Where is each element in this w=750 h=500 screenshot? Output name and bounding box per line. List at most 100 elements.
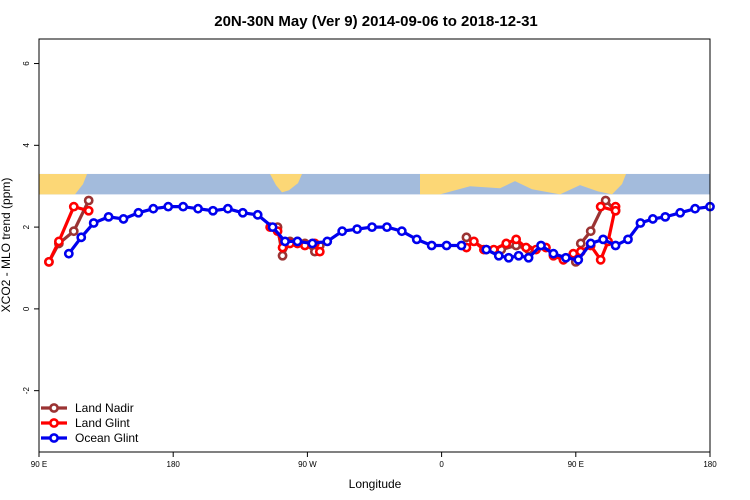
- data-point: [307, 238, 318, 249]
- x-axis-label: Longitude: [349, 477, 402, 491]
- data-point: [573, 254, 584, 265]
- data-point: [647, 214, 658, 224]
- data-point: [208, 205, 218, 216]
- legend-swatch-marker: [49, 403, 59, 413]
- legend-label: Ocean Glint: [75, 431, 139, 445]
- data-point: [133, 207, 144, 218]
- data-point: [396, 226, 407, 237]
- data-point: [595, 254, 606, 265]
- data-point: [501, 238, 512, 249]
- data-point: [511, 234, 522, 245]
- data-point: [83, 195, 94, 206]
- x-tick-label: 180: [703, 460, 717, 469]
- plot-frame: [38, 38, 711, 453]
- data-point: [314, 246, 325, 257]
- legend-item: Land Glint: [41, 416, 130, 430]
- data-point: [76, 232, 87, 243]
- data-point: [237, 207, 248, 218]
- series-line: [47, 205, 90, 263]
- y-tick-label: -2: [22, 387, 31, 395]
- x-axis: 90 E 180 90 W 0 90 E 180: [31, 452, 717, 469]
- data-point: [523, 252, 534, 263]
- x-tick-label: 90 W: [298, 460, 317, 469]
- legend-label: Land Glint: [75, 416, 130, 430]
- data-point: [521, 242, 531, 253]
- data-point: [600, 195, 611, 206]
- data-point: [575, 238, 586, 249]
- data-point: [598, 234, 609, 245]
- legend-swatch-marker: [49, 433, 59, 443]
- data-point: [585, 226, 596, 237]
- data-point: [337, 226, 348, 237]
- x-tick-label: 90 E: [31, 460, 47, 469]
- data-point: [382, 222, 392, 232]
- legend-swatch-marker: [49, 418, 59, 428]
- data-point: [118, 214, 129, 224]
- world-map-band: [39, 173, 710, 195]
- data-point: [222, 203, 233, 214]
- data-point: [252, 209, 263, 220]
- y-tick-label: 6: [22, 61, 31, 66]
- data-point: [595, 201, 606, 212]
- data-point: [352, 224, 363, 235]
- data-point: [103, 211, 114, 222]
- data-point: [610, 205, 621, 216]
- data-point: [277, 250, 288, 261]
- data-point: [481, 244, 492, 255]
- y-tick-label: 4: [22, 143, 31, 148]
- data-point: [292, 236, 303, 247]
- data-point: [469, 236, 479, 247]
- data-point: [536, 240, 546, 251]
- data-point: [660, 211, 671, 222]
- legend-label: Land Nadir: [75, 401, 134, 415]
- y-axis-label: XCO2 - MLO trend (ppm): [0, 178, 13, 313]
- data-point: [548, 248, 559, 259]
- data-point: [560, 252, 571, 263]
- data-point: [148, 203, 159, 214]
- y-axis: -2 0 2 4 6: [22, 61, 39, 394]
- x-tick-label: 0: [439, 460, 444, 469]
- data-point: [88, 218, 99, 228]
- x-tick-label: 90 E: [568, 460, 584, 469]
- data-point: [280, 236, 290, 247]
- data-point: [193, 203, 203, 214]
- data-point: [63, 248, 74, 259]
- data-point: [44, 256, 54, 267]
- data-point: [610, 240, 621, 251]
- data-point: [68, 201, 79, 212]
- data-point: [513, 250, 524, 261]
- data-point: [503, 252, 514, 263]
- data-point: [623, 234, 633, 245]
- series-line: [67, 205, 462, 255]
- data-point: [426, 240, 437, 251]
- data-point: [493, 250, 504, 261]
- data-point: [690, 203, 700, 214]
- x-tick-label: 180: [167, 460, 181, 469]
- chart-title: 20N-30N May (Ver 9) 2014-09-06 to 2018-1…: [214, 13, 538, 30]
- series-ocean-glint: [63, 201, 715, 265]
- map-land-africa-asia: [420, 173, 626, 195]
- data-point: [675, 207, 686, 218]
- series-layer: [44, 195, 715, 267]
- map-land-north-america: [270, 173, 302, 193]
- data-point: [456, 240, 467, 251]
- data-point: [163, 201, 174, 212]
- data-point: [441, 240, 452, 251]
- data-point: [68, 226, 79, 237]
- map-land-asia-west: [39, 173, 87, 195]
- data-point: [53, 236, 64, 247]
- data-point: [585, 238, 596, 249]
- legend-item: Land Nadir: [41, 401, 134, 415]
- data-point: [83, 205, 94, 216]
- y-tick-label: 2: [22, 224, 31, 229]
- y-tick-label: 0: [22, 306, 31, 311]
- data-point: [178, 201, 189, 212]
- data-point: [322, 236, 333, 247]
- data-point: [367, 222, 377, 232]
- data-point: [267, 222, 278, 232]
- data-point: [411, 234, 422, 245]
- data-point: [461, 232, 472, 243]
- data-point: [635, 218, 646, 228]
